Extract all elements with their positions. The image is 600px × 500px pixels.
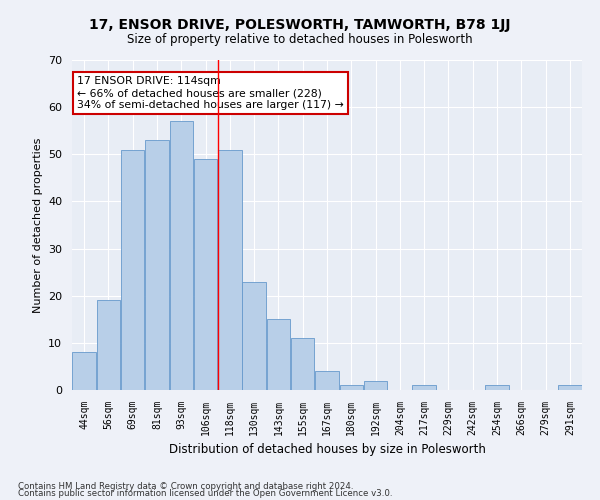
Text: 17 ENSOR DRIVE: 114sqm
← 66% of detached houses are smaller (228)
34% of semi-de: 17 ENSOR DRIVE: 114sqm ← 66% of detached… [77,76,344,110]
Bar [266,320,290,390]
Bar [194,159,217,390]
Bar [145,140,169,390]
X-axis label: Distribution of detached houses by size in Polesworth: Distribution of detached houses by size … [169,444,485,456]
Bar [558,386,581,390]
Bar [412,386,436,390]
Bar [170,122,193,390]
Text: 17, ENSOR DRIVE, POLESWORTH, TAMWORTH, B78 1JJ: 17, ENSOR DRIVE, POLESWORTH, TAMWORTH, B… [89,18,511,32]
Bar [121,150,145,390]
Bar [485,386,509,390]
Bar [315,371,339,390]
Text: Contains public sector information licensed under the Open Government Licence v3: Contains public sector information licen… [18,489,392,498]
Bar [242,282,266,390]
Bar [218,150,242,390]
Bar [291,338,314,390]
Y-axis label: Number of detached properties: Number of detached properties [32,138,43,312]
Text: Size of property relative to detached houses in Polesworth: Size of property relative to detached ho… [127,32,473,46]
Bar [97,300,120,390]
Bar [73,352,96,390]
Bar [340,386,363,390]
Bar [364,380,388,390]
Text: Contains HM Land Registry data © Crown copyright and database right 2024.: Contains HM Land Registry data © Crown c… [18,482,353,491]
